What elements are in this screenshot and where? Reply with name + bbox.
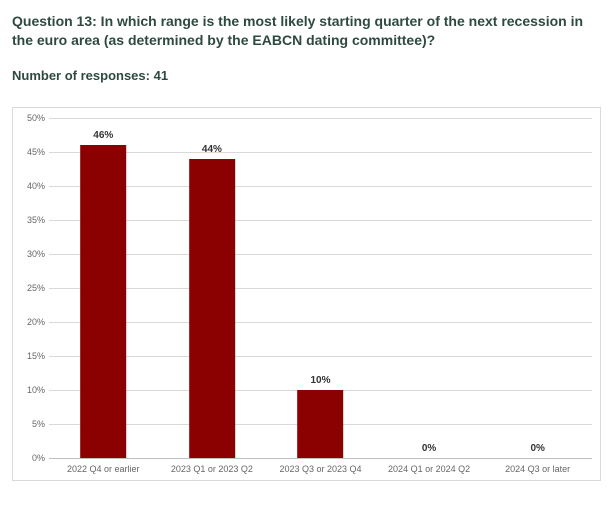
bar-slot: 44% bbox=[158, 118, 267, 458]
x-axis: 2022 Q4 or earlier2023 Q1 or 2023 Q22023… bbox=[49, 464, 592, 474]
y-tick-label: 20% bbox=[19, 317, 45, 327]
bars-layer: 46% 44% 10% 0% 0% bbox=[49, 118, 592, 458]
bar-value-label: 0% bbox=[530, 443, 544, 454]
bar-value-label: 46% bbox=[93, 130, 113, 141]
chart-container: 0% 5% 10% 15% 20% 25% 30% 35% 40% 45% 50% 46% 44% 10… bbox=[12, 107, 601, 481]
bar-value-label: 44% bbox=[202, 144, 222, 155]
bar bbox=[80, 145, 126, 458]
gridline bbox=[49, 458, 592, 459]
y-tick-label: 45% bbox=[19, 147, 45, 157]
y-tick-label: 35% bbox=[19, 215, 45, 225]
y-tick-label: 25% bbox=[19, 283, 45, 293]
responses-value: 41 bbox=[154, 68, 168, 83]
bar-value-label: 0% bbox=[422, 443, 436, 454]
y-tick-label: 50% bbox=[19, 113, 45, 123]
x-tick-label: 2023 Q1 or 2023 Q2 bbox=[158, 464, 267, 474]
bar-slot: 10% bbox=[266, 118, 375, 458]
bar-slot: 0% bbox=[483, 118, 592, 458]
question-text: Question 13: In which range is the most … bbox=[12, 12, 601, 50]
plot-area: 0%5%10%15%20%25%30%35%40%45%50% 46%44%10… bbox=[49, 118, 592, 458]
x-tick-label: 2024 Q1 or 2024 Q2 bbox=[375, 464, 484, 474]
bar bbox=[189, 159, 235, 458]
bar-slot: 46% bbox=[49, 118, 158, 458]
y-tick-label: 40% bbox=[19, 181, 45, 191]
y-tick-label: 10% bbox=[19, 385, 45, 395]
x-tick-label: 2022 Q4 or earlier bbox=[49, 464, 158, 474]
x-tick-label: 2024 Q3 or later bbox=[483, 464, 592, 474]
y-tick-label: 15% bbox=[19, 351, 45, 361]
bar-slot: 0% bbox=[375, 118, 484, 458]
x-tick-label: 2023 Q3 or 2023 Q4 bbox=[266, 464, 375, 474]
y-tick-label: 0% bbox=[19, 453, 45, 463]
y-tick-label: 30% bbox=[19, 249, 45, 259]
bar-value-label: 10% bbox=[310, 375, 330, 386]
y-tick-label: 5% bbox=[19, 419, 45, 429]
bar bbox=[298, 390, 344, 458]
responses-count: Number of responses: 41 bbox=[12, 68, 601, 83]
responses-label: Number of responses bbox=[12, 68, 146, 83]
